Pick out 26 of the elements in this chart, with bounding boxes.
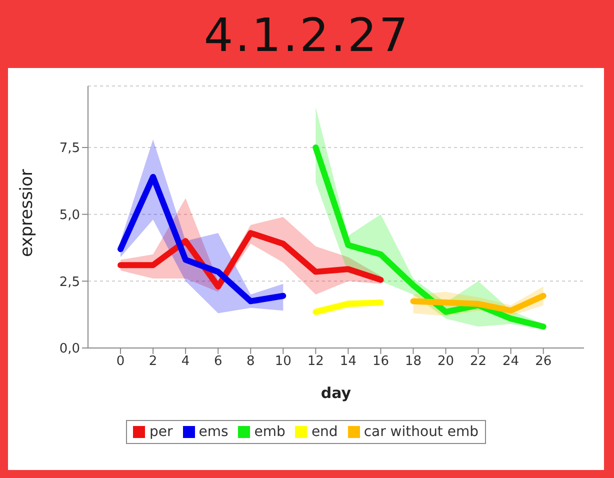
y-axis-title: expressior (17, 169, 38, 257)
x-tick-label: 24 (502, 354, 520, 370)
x-tick-label: 26 (535, 354, 552, 370)
legend-label: car without emb (362, 424, 479, 440)
x-tick-label: 0 (116, 354, 125, 370)
x-tick-label: 16 (372, 354, 389, 370)
chart-title: 4.1.2.27 (202, 8, 412, 62)
x-tick-label: 4 (181, 354, 190, 370)
y-tick-label: 2,5 (59, 274, 80, 290)
x-tick-label: 14 (340, 354, 356, 370)
x-tick-label: 10 (274, 354, 292, 370)
legend-label: emb (253, 424, 286, 440)
x-tick-label: 18 (404, 354, 422, 370)
legend-label: end (310, 424, 338, 440)
x-tick-label: 22 (470, 354, 487, 370)
legend-label: ems (198, 424, 228, 440)
y-tick-label: 7,5 (59, 141, 80, 156)
legend-label: per (148, 424, 173, 440)
x-axis-title: day (320, 384, 352, 402)
x-tick-label: 6 (214, 354, 222, 370)
y-tick-label: 0,0 (59, 342, 80, 357)
y-tick-label: 5,0 (59, 208, 80, 223)
x-tick-label: 20 (437, 354, 454, 370)
x-tick-label: 2 (148, 354, 158, 370)
x-tick-label: 8 (246, 354, 255, 370)
x-tick-label: 12 (307, 354, 324, 370)
